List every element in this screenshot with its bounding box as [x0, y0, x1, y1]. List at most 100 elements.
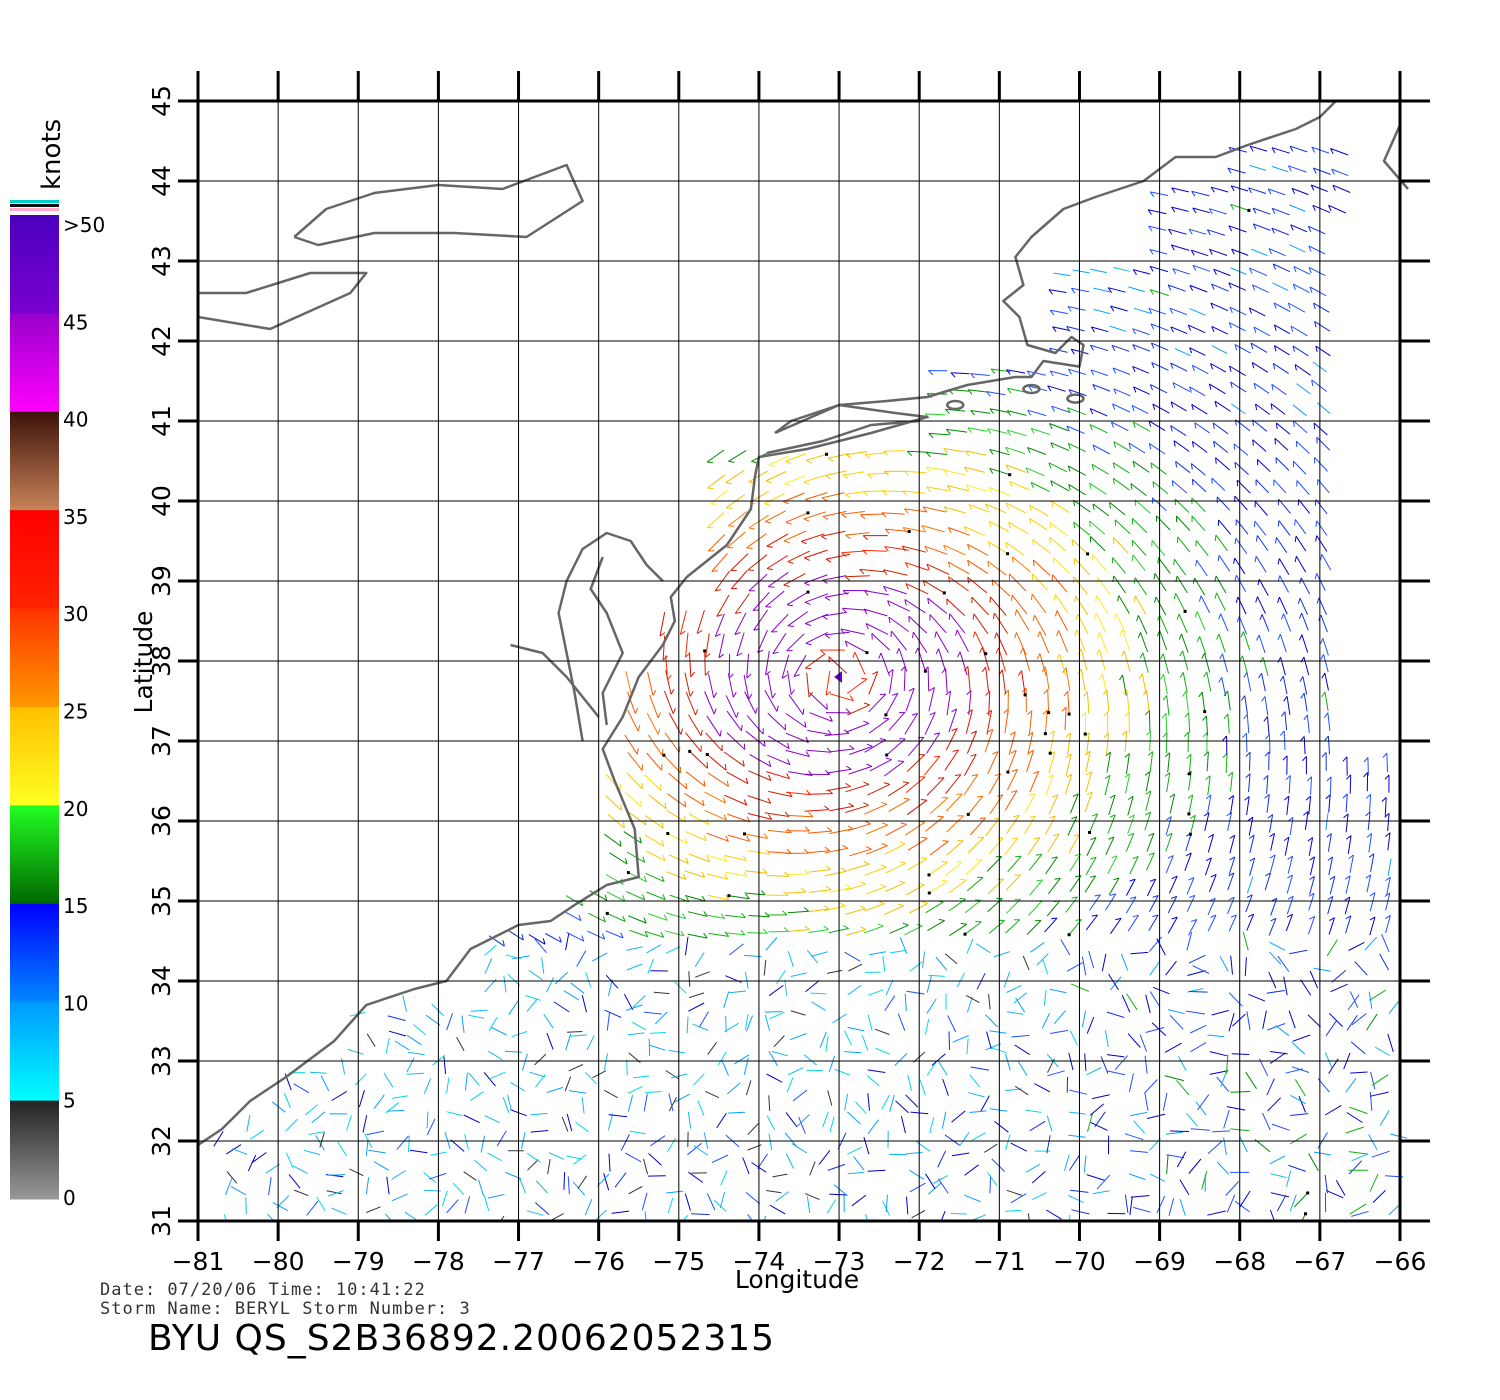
wind-vector	[230, 1186, 247, 1196]
wind-vector	[691, 1213, 710, 1216]
wind-vector	[627, 691, 636, 714]
wind-vector	[1235, 538, 1248, 554]
wind-barb-feather	[735, 611, 742, 614]
wind-vector	[716, 1112, 727, 1129]
colorbar-segment	[10, 215, 59, 314]
wind-vector	[885, 862, 907, 874]
wind-vector	[1368, 989, 1386, 1001]
wind-vector	[666, 1137, 677, 1153]
wind-barb-feather	[1277, 597, 1280, 604]
wind-barb-feather	[1346, 835, 1352, 840]
wind-vector	[1085, 914, 1098, 931]
wind-vector	[358, 1090, 365, 1108]
wind-barb-feather	[1248, 834, 1255, 839]
wind-vector	[1264, 696, 1269, 716]
wind-vector	[1124, 1194, 1129, 1213]
wind-barb-feather	[1091, 914, 1098, 917]
wind-vector	[909, 902, 929, 914]
wind-vector	[331, 1207, 347, 1215]
wind-barb-feather	[946, 429, 951, 435]
wind-vector	[970, 1066, 990, 1071]
wind-vector	[688, 813, 710, 825]
wind-vector	[1121, 629, 1131, 651]
wind-vector	[1225, 753, 1228, 774]
wind-vector	[906, 1196, 909, 1215]
wind-vector	[1125, 833, 1135, 852]
wind-vector	[1168, 228, 1187, 235]
wind-barb-feather	[741, 912, 746, 918]
wind-vector	[603, 1089, 618, 1099]
wind-vector	[1191, 515, 1206, 532]
wind-barb-feather	[1149, 384, 1153, 391]
coastline-segment	[557, 531, 664, 742]
rain-flag-dot	[1067, 933, 1071, 937]
rain-flag-dot	[743, 832, 746, 836]
wind-vector	[883, 905, 904, 915]
wind-vector	[1128, 1173, 1146, 1180]
wind-barb-feather	[1270, 917, 1277, 922]
wind-barb-feather	[1011, 790, 1018, 793]
wind-barb-feather	[1153, 573, 1156, 580]
wind-barb-feather	[1210, 302, 1214, 309]
wind-vector	[1311, 146, 1330, 154]
wind-vector	[478, 1179, 484, 1197]
wind-vector	[1271, 165, 1289, 173]
wind-vector	[989, 1030, 1007, 1034]
lon-tick-label: −74	[733, 1247, 786, 1276]
wind-vector	[396, 1135, 409, 1150]
wind-vector	[1130, 483, 1147, 496]
wind-barb-feather	[722, 797, 726, 804]
rain-flag-dot	[688, 749, 692, 753]
wind-barb-feather	[786, 773, 791, 779]
wind-vector	[1122, 674, 1127, 696]
wind-vector	[1246, 672, 1252, 692]
wind-vector	[801, 533, 825, 542]
wind-barb-feather	[1170, 401, 1174, 408]
wind-barb-feather	[988, 487, 993, 493]
wind-vector	[1073, 576, 1088, 595]
lat-tick-label: 42	[147, 325, 176, 357]
rain-flag-dot	[907, 530, 911, 533]
wind-vector	[885, 1194, 888, 1213]
wind-vector	[1216, 1076, 1230, 1093]
wind-vector	[483, 1194, 490, 1211]
wind-vector	[705, 633, 710, 658]
wind-barb-feather	[802, 708, 805, 715]
wind-vector	[1346, 1015, 1358, 1031]
wind-vector	[1227, 872, 1235, 891]
wind-vector	[726, 1082, 741, 1095]
wind-barb-feather	[1369, 892, 1376, 897]
wind-barb-feather	[943, 448, 948, 454]
wind-barb-feather	[1384, 812, 1390, 818]
wind-vector	[653, 991, 670, 995]
wind-barb-feather	[938, 918, 945, 922]
wind-vector	[926, 732, 941, 754]
wind-vector	[1234, 461, 1249, 475]
wind-vector	[1093, 1190, 1110, 1195]
wind-vector	[464, 1196, 471, 1214]
wind-vector	[1271, 147, 1290, 154]
wind-vector	[764, 1011, 783, 1013]
wind-barb-feather	[903, 797, 910, 800]
wind-vector	[1170, 326, 1188, 335]
wind-barb-feather	[731, 587, 738, 590]
wind-vector	[1127, 814, 1135, 835]
wind-barb-feather	[1228, 225, 1233, 232]
wind-vector	[1230, 795, 1234, 815]
wind-barb-feather	[1113, 441, 1117, 448]
wind-barb-feather	[766, 545, 773, 548]
wind-vector	[1069, 793, 1079, 814]
wind-vector	[441, 1190, 448, 1207]
wind-vector	[1207, 914, 1217, 932]
wind-vector	[742, 1157, 750, 1175]
wind-barb-feather	[762, 868, 768, 874]
wind-vector	[1155, 596, 1167, 616]
lon-tick-label: −66	[1374, 1247, 1427, 1276]
wind-barb-feather	[908, 687, 915, 692]
tick-labels: −81 −80 −79 −78 −77 −76 −75 −74 −73 −72 −71 −70 −69−…	[147, 85, 1426, 1276]
wind-barb-feather	[1368, 853, 1375, 858]
wind-vector	[1148, 307, 1166, 315]
wind-barb-feather	[965, 484, 970, 491]
wind-vector	[1313, 1151, 1331, 1156]
wind-barb-feather	[904, 470, 909, 476]
